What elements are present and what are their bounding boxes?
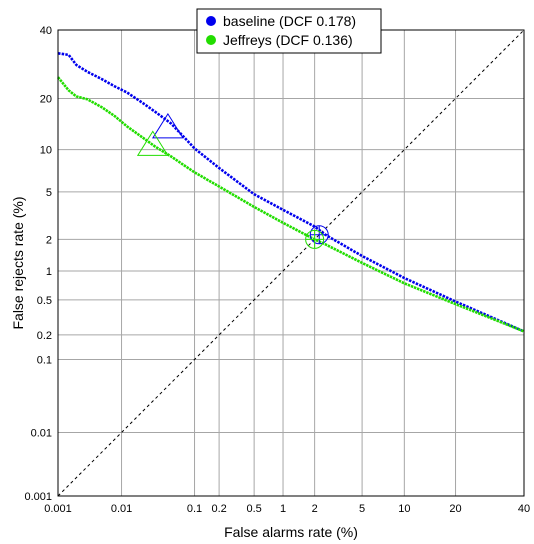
- diagonal-reference: [57, 29, 525, 497]
- x-tick-label: 0.001: [44, 503, 72, 515]
- y-tick-label: 0.001: [24, 491, 52, 503]
- x-tick-label: 0.2: [211, 503, 226, 515]
- y-tick-labels: 0.001 0.01 0.1 0.2 0.5 1 2 5 10 20 40: [24, 25, 52, 503]
- y-tick-label: 2: [46, 234, 52, 246]
- x-tick-label: 0.01: [111, 503, 132, 515]
- legend-swatch-baseline: [206, 16, 216, 26]
- marker-triangle-jeffreys: [136, 130, 169, 156]
- y-tick-label: 0.01: [31, 427, 52, 439]
- y-tick-label: 40: [40, 25, 52, 37]
- x-tick-label: 0.1: [187, 503, 202, 515]
- marker-triangle-baseline: [151, 112, 184, 139]
- series-layer: [56, 52, 525, 333]
- legend-box: [196, 8, 382, 54]
- legend: baseline (DCF 0.178) Jeffreys (DCF 0.136…: [196, 8, 382, 54]
- series-line-jeffreys: [56, 76, 525, 333]
- markers-layer: [136, 112, 329, 249]
- y-tick-label: 5: [46, 187, 52, 199]
- y-tick-label: 0.2: [37, 330, 52, 342]
- legend-label-jeffreys: Jeffreys (DCF 0.136): [223, 32, 353, 48]
- y-axis-label: False rejects rate (%): [10, 196, 26, 329]
- x-tick-label: 0.5: [246, 503, 261, 515]
- x-tick-label: 1: [280, 503, 286, 515]
- diagonal-line: [57, 29, 525, 497]
- y-tick-label: 10: [40, 145, 52, 157]
- legend-swatch-jeffreys: [206, 35, 216, 45]
- x-tick-label: 20: [449, 503, 461, 515]
- x-axis-label: False alarms rate (%): [224, 524, 358, 540]
- x-tick-labels: 0.001 0.01 0.1 0.2 0.5 1 2 5 10 20 40: [44, 503, 530, 515]
- y-tick-label: 0.5: [37, 295, 52, 307]
- x-tick-label: 2: [312, 503, 318, 515]
- y-tick-label: 20: [40, 93, 52, 105]
- x-tick-label: 10: [398, 503, 410, 515]
- series-line-baseline: [57, 52, 525, 333]
- y-tick-label: 1: [46, 266, 52, 278]
- y-tick-label: 0.1: [37, 354, 52, 366]
- x-tick-label: 5: [359, 503, 365, 515]
- x-tick-label: 40: [518, 503, 530, 515]
- legend-label-baseline: baseline (DCF 0.178): [223, 13, 356, 29]
